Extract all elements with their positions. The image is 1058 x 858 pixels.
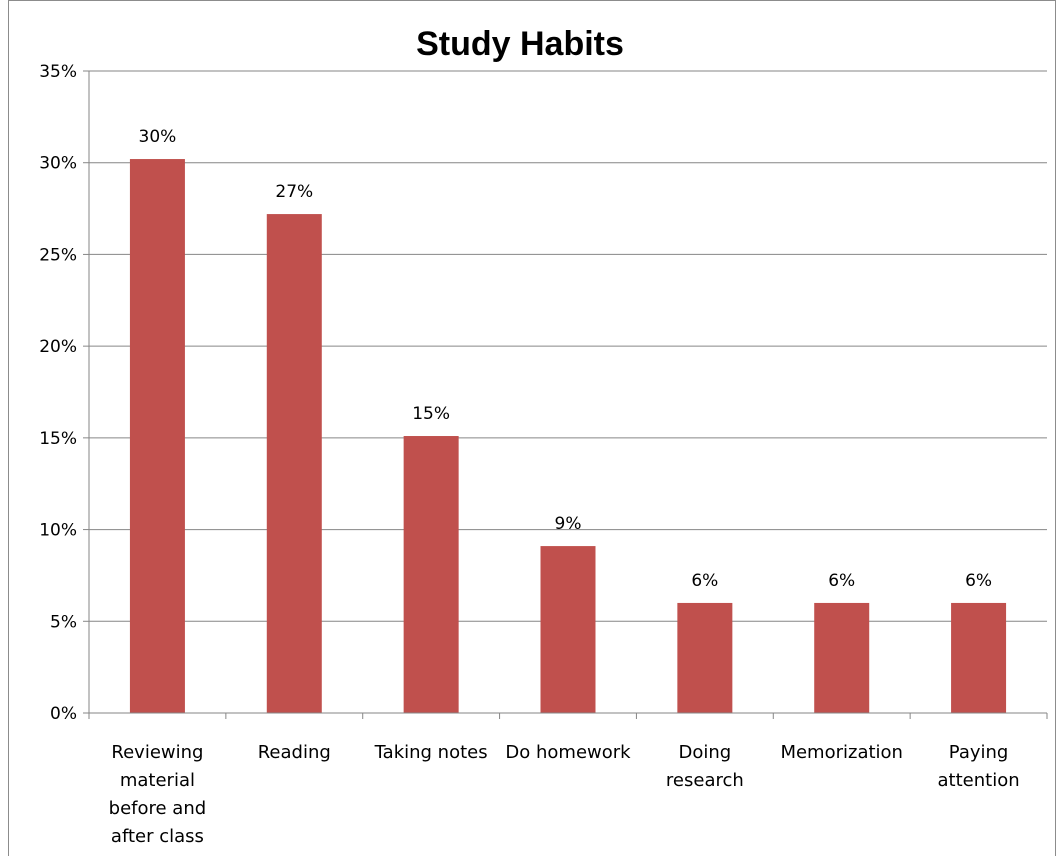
data-label: 15% [412, 404, 450, 424]
y-tick-label: 5% [50, 612, 77, 632]
y-tick-label: 15% [39, 429, 77, 449]
bar [403, 436, 459, 713]
category-label: before and [109, 798, 207, 819]
data-labels: 30% 27% 15% 9% 6% 6% 6% [139, 127, 993, 591]
y-tick-label: 35% [39, 62, 77, 82]
data-label: 6% [965, 571, 992, 591]
category-label: Reading [258, 742, 331, 763]
category-label: research [666, 770, 744, 791]
bars [129, 159, 1007, 713]
data-label: 6% [828, 571, 855, 591]
category-label: attention [938, 770, 1020, 791]
y-tick-label: 25% [39, 245, 77, 265]
bar [540, 546, 596, 713]
category-label: Do homework [505, 742, 631, 763]
bar [266, 214, 322, 713]
category-label: Reviewing [111, 742, 203, 763]
category-label: material [120, 770, 195, 791]
bar [129, 159, 185, 713]
data-label: 6% [691, 571, 718, 591]
category-label: Paying [949, 742, 1009, 763]
chart-title: Study Habits [416, 25, 624, 63]
chart-frame: Study Habits 0% 5% 10% 15% 20% 25% 30% 35% 30% 2… [8, 0, 1056, 856]
data-label: 27% [275, 182, 313, 202]
gridlines [83, 70, 1047, 714]
y-tick-label: 20% [39, 337, 77, 357]
bar [951, 602, 1007, 713]
category-label: Taking notes [374, 742, 488, 763]
data-label: 9% [555, 514, 582, 534]
y-tick-label: 10% [39, 521, 77, 541]
category-label: after class [111, 826, 204, 847]
y-tick-label: 0% [50, 704, 77, 724]
data-label: 30% [139, 127, 177, 147]
bar [814, 602, 870, 713]
axes [88, 71, 1048, 719]
bar-chart: Study Habits 0% 5% 10% 15% 20% 25% 30% 35% 30% 2… [39, 25, 1048, 847]
y-axis-tick-labels: 0% 5% 10% 15% 20% 25% 30% 35% [39, 62, 77, 724]
y-tick-label: 30% [39, 154, 77, 174]
bar [677, 602, 733, 713]
category-label: Doing [678, 742, 731, 763]
category-labels: Reviewing material before and after class Re… [109, 742, 1020, 847]
category-label: Memorization [780, 742, 903, 763]
